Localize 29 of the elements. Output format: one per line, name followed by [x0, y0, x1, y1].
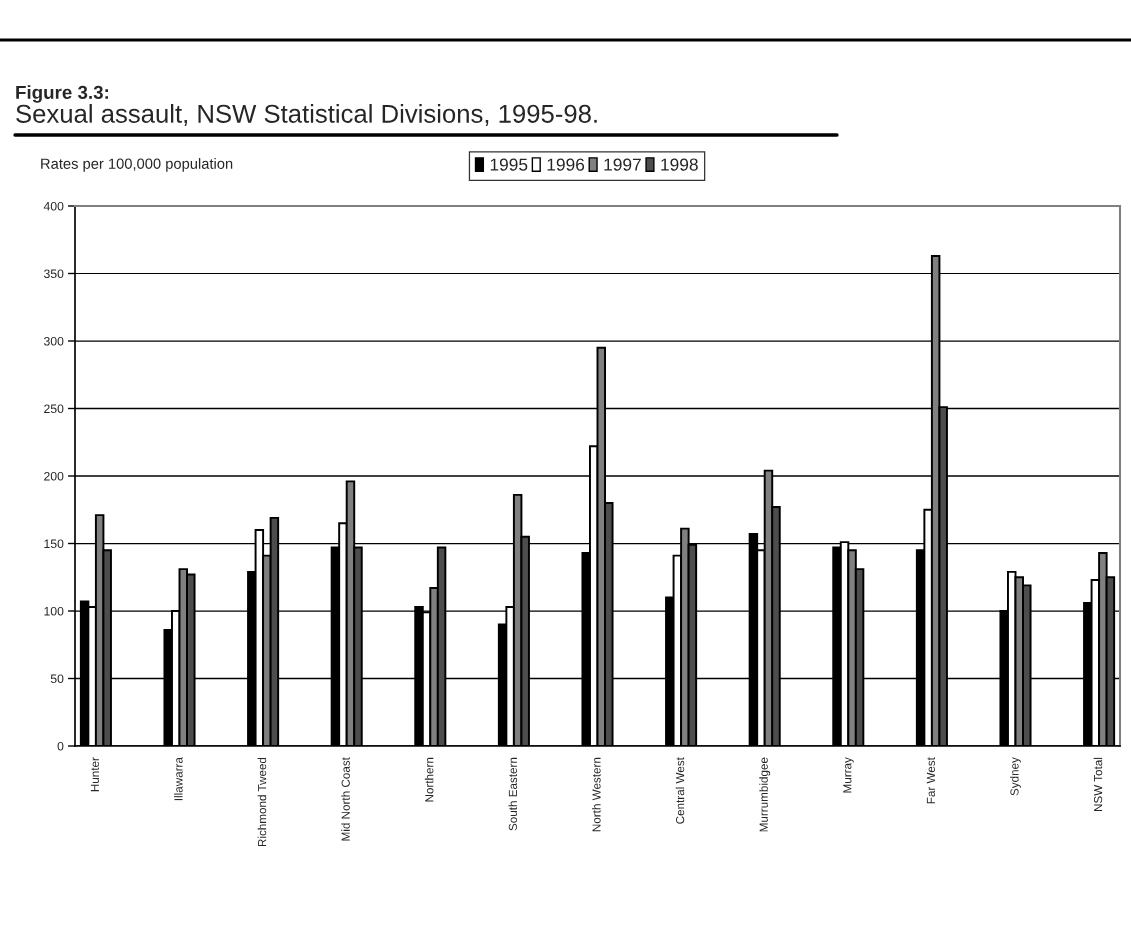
- x-tick-label: Murray: [843, 757, 854, 793]
- x-tick-label: NSW Total: [1093, 757, 1103, 812]
- x-tick-label: North Western: [592, 757, 601, 832]
- x-tick-label: Murrumbidgee: [759, 757, 771, 832]
- y-tick-label: 100: [44, 606, 64, 616]
- y-tick-label: 0: [57, 741, 64, 751]
- x-tick-label: Far West: [926, 757, 936, 804]
- y-tick-label: 350: [43, 269, 64, 279]
- y-tick-label: 150: [44, 539, 64, 549]
- x-tick-label: Sydney: [1010, 757, 1021, 796]
- x-tick-label: Richmond Tweed: [257, 757, 267, 847]
- x-tick-label: Central West: [675, 757, 685, 824]
- legend-label: 1997: [604, 158, 641, 171]
- x-tick-label: Mid North Coast: [341, 757, 350, 841]
- y-tick-label: 50: [50, 674, 64, 684]
- legend-label: 1998: [661, 158, 698, 171]
- chart-title: Figure 3.3:: [16, 85, 109, 103]
- legend-label: 1996: [547, 158, 585, 171]
- legend-label: 1995: [490, 158, 528, 171]
- x-tick-label: Illawarra: [174, 757, 183, 801]
- y-tick-label: 400: [43, 201, 64, 211]
- y-tick-label: 200: [44, 471, 64, 481]
- y-tick-label: 250: [44, 404, 64, 414]
- x-tick-label: South Eastern: [508, 757, 518, 831]
- chart-subtitle: Sexual assault, NSW Statistical Divisions, 1995-98.: [16, 104, 597, 126]
- x-tick-label: Northern: [424, 757, 434, 802]
- x-tick-label: Hunter: [90, 757, 100, 792]
- y-tick-label: 300: [43, 336, 64, 346]
- y-axis-title: Rates per 100,000 population: [41, 158, 233, 172]
